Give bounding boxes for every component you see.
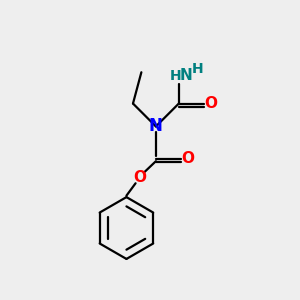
- Text: H: H: [192, 62, 204, 76]
- Text: O: O: [133, 170, 146, 185]
- Text: H: H: [169, 69, 181, 83]
- Text: N: N: [180, 68, 193, 83]
- Text: N: N: [149, 117, 163, 135]
- Text: O: O: [181, 151, 194, 166]
- Text: O: O: [204, 96, 217, 111]
